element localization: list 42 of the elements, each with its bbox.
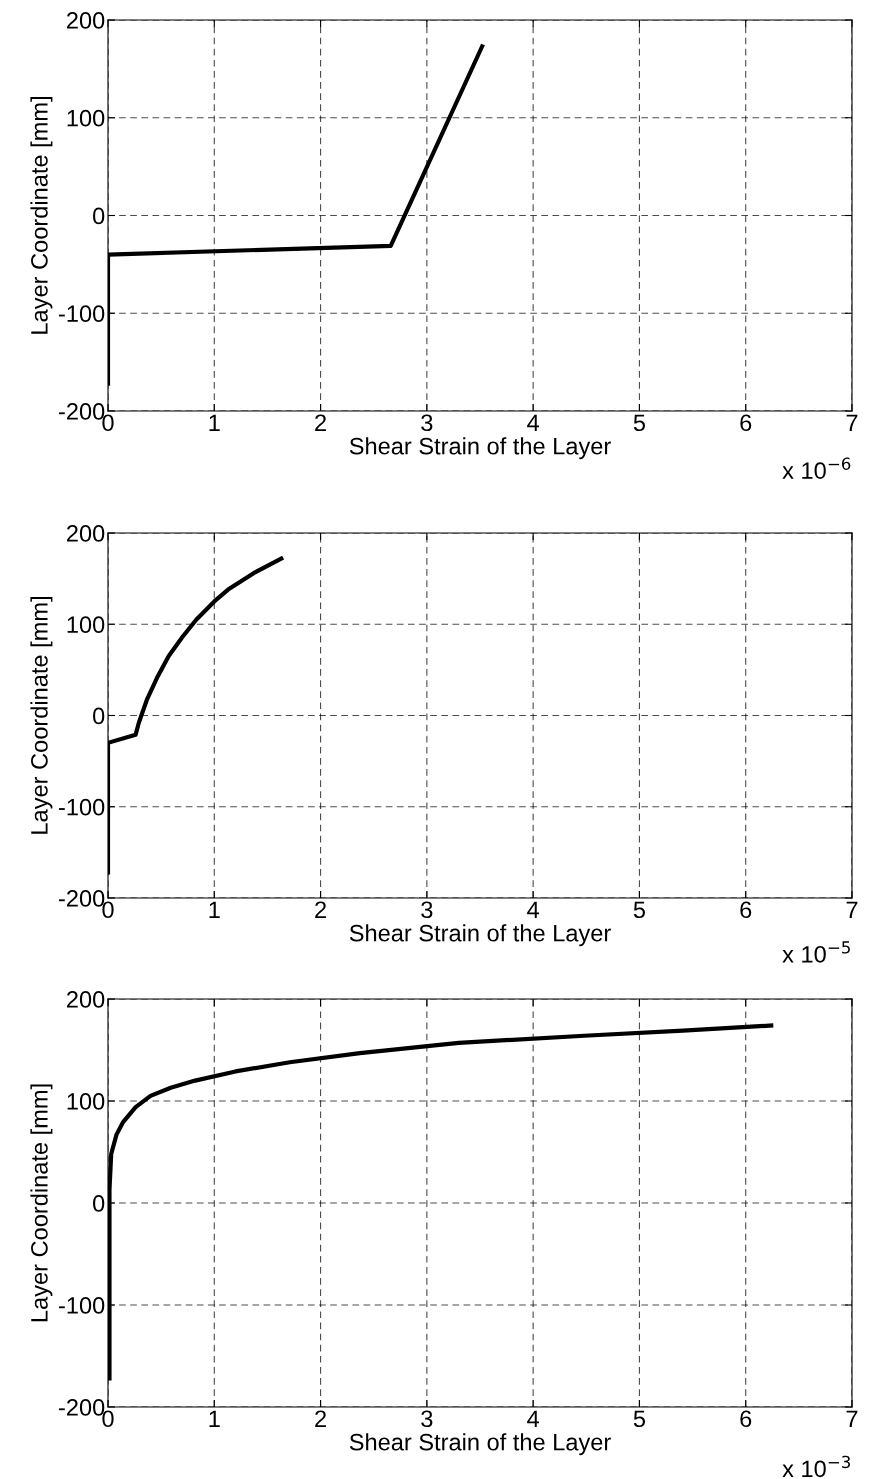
y-axis-title: Layer Coordinate [mm] (30, 97, 53, 334)
x-tick-label: 4 (527, 901, 540, 918)
text: x 10$^{−3}$ (782, 1455, 850, 1478)
x-tick-label: 5 (633, 1410, 645, 1428)
y-tick-label: 0 (93, 207, 105, 225)
x-tick-label: 1 (209, 1410, 220, 1427)
x-tick-label: 6 (740, 414, 752, 432)
x-tick-label: 7 (846, 901, 858, 918)
x-tick-label: 1 (209, 901, 220, 918)
x-tick-label: 1 (209, 414, 220, 431)
x-tick-label: 7 (846, 1410, 858, 1427)
x-tick-label: 3 (421, 414, 433, 432)
y-axis-title: Layer Coordinate [mm] (30, 1084, 53, 1322)
y-tick-label: 0 (93, 707, 105, 725)
x-axis-title: Shear Strain of the Layer (349, 1433, 611, 1456)
y-tick-label: 0 (93, 1195, 105, 1212)
y-tick-label: -100 (59, 1297, 105, 1314)
text: x 10$^{−6}$ (782, 457, 851, 479)
x-tick-label: 2 (315, 901, 326, 918)
y-tick-label: 100 (67, 1093, 105, 1110)
x-tick-label: 6 (740, 901, 752, 919)
x-tick-label: 2 (315, 1410, 326, 1427)
x-tick-label: 3 (421, 1410, 433, 1428)
x-tick-label: 7 (846, 414, 858, 431)
x-tick-label: 4 (527, 414, 540, 431)
y-tick-label: 200 (67, 525, 105, 542)
x-tick-label: 6 (740, 1410, 752, 1428)
x-tick-label: 5 (633, 901, 645, 919)
y-tick-label: -100 (59, 305, 105, 323)
y-tick-label: 200 (67, 12, 105, 29)
y-tick-label: -100 (59, 798, 105, 816)
text: x 10$^{−5}$ (782, 941, 850, 963)
x-axis-title: Shear Strain of the Layer (349, 437, 611, 460)
y-axis-title: Layer Coordinate [mm] (30, 597, 53, 834)
y-tick-label: 200 (67, 991, 105, 1008)
x-tick-label: 5 (633, 414, 645, 432)
y-tick-label: 100 (67, 109, 105, 127)
x-tick-label: 3 (421, 901, 433, 919)
x-tick-label: 4 (527, 1410, 540, 1427)
x-axis-title: Shear Strain of the Layer (349, 924, 611, 947)
y-tick-label: 100 (67, 616, 105, 634)
x-tick-label: 2 (315, 414, 326, 431)
